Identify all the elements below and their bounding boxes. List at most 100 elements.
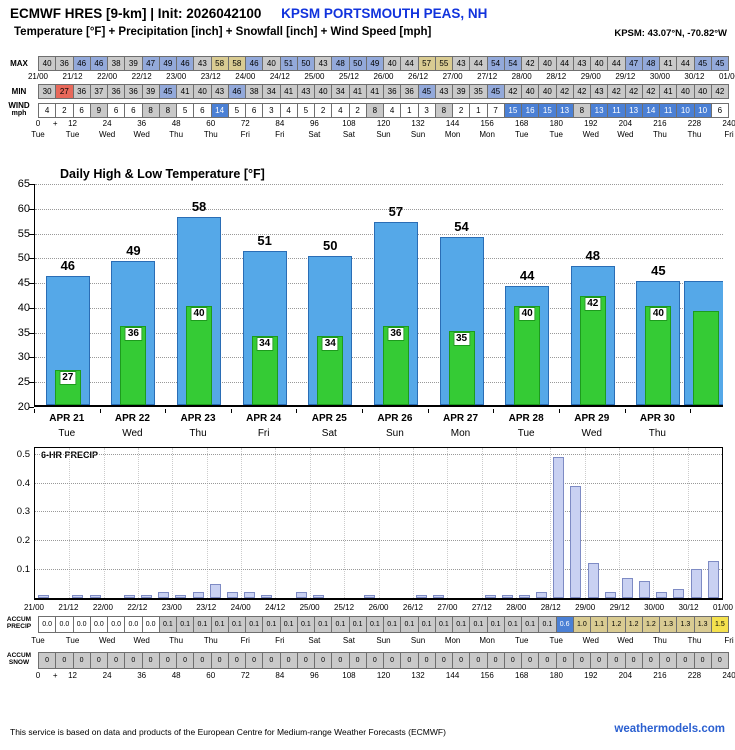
time-label: 30/00 xyxy=(649,72,670,81)
time-label: 29/12 xyxy=(615,72,636,81)
dow-label: Mon xyxy=(450,428,471,439)
max-temp-cell: 58 xyxy=(227,56,246,71)
precip-time-label: 29/00 xyxy=(575,603,596,612)
gridline-vertical xyxy=(206,448,208,598)
min-temp-cell: 45 xyxy=(417,84,436,99)
accum-precip-cell: 0.1 xyxy=(469,616,488,633)
wind-cell: 2 xyxy=(55,103,74,118)
dow-label: Tue xyxy=(517,428,535,439)
wind-cell: 5 xyxy=(227,103,246,118)
max-temp-cell: 42 xyxy=(521,56,540,71)
precip-x-axis-row: 21/00 21/12 22/00 22/12 23/00 23/12 24/00 24/12… xyxy=(24,603,733,613)
wind-cell: 13 xyxy=(555,103,574,118)
wind-cell: 8 xyxy=(434,103,453,118)
wind-cell: 10 xyxy=(693,103,712,118)
precip-bar xyxy=(226,592,238,598)
y-axis-tick xyxy=(29,307,34,309)
max-temp-cell: 45 xyxy=(693,56,712,71)
accum-snow-cell: 0 xyxy=(193,652,212,669)
wind-cell: 15 xyxy=(538,103,557,118)
min-temp-cell: 34 xyxy=(331,84,350,99)
wind-cell: 9 xyxy=(89,103,108,118)
min-temp-cell: 38 xyxy=(245,84,264,99)
low-temp-value: 40 xyxy=(190,306,208,321)
low-temp-value: 35 xyxy=(452,331,471,346)
min-temp-cell: 41 xyxy=(659,84,678,99)
accum-precip-cell: 1.3 xyxy=(659,616,678,633)
accum-precip-cell: 1.2 xyxy=(641,616,660,633)
gridline-vertical xyxy=(172,448,174,598)
max-temp-cell: 48 xyxy=(331,56,350,71)
site-link[interactable]: weathermodels.com xyxy=(614,723,725,735)
min-temp-cell: 41 xyxy=(176,84,195,99)
date-label: APR 30 xyxy=(639,413,675,424)
time-label: 21/12 xyxy=(62,72,83,81)
precip-time-label: 23/12 xyxy=(196,603,217,612)
wind-cell: 14 xyxy=(641,103,660,118)
min-temp-cell: 42 xyxy=(572,84,591,99)
accum-precip-cell: 0.1 xyxy=(383,616,402,633)
max-temp-cell: 58 xyxy=(210,56,229,71)
precip-time-label: 26/12 xyxy=(402,603,423,612)
hour-label: 48 xyxy=(171,671,181,680)
accum-snow-cell: 0 xyxy=(107,652,126,669)
header: ECMWF HRES [9-km] | Init: 2026042100 KPS… xyxy=(10,6,487,21)
hour-label: + xyxy=(52,119,58,128)
min-temp-cell: 30 xyxy=(38,84,57,99)
date-label: APR 22 xyxy=(114,413,150,424)
precip-bar xyxy=(587,563,599,598)
accum-snow-cell: 0 xyxy=(590,652,609,669)
model-title: ECMWF HRES [9-km] | Init: 2026042100 xyxy=(10,6,262,21)
max-temp-cell: 44 xyxy=(607,56,626,71)
gridline-vertical xyxy=(687,448,689,598)
gridline-vertical xyxy=(550,448,552,598)
accum-precip-cell: 0.1 xyxy=(434,616,453,633)
gridline xyxy=(35,184,723,185)
time-label: 30/12 xyxy=(684,72,705,81)
y-axis-tick xyxy=(29,332,34,334)
hour-label: 96 xyxy=(309,119,319,128)
day-label: Sat xyxy=(342,636,355,645)
accum-snow-cell: 0 xyxy=(434,652,453,669)
y-axis-label: 65 xyxy=(17,178,30,190)
day-label: Thu xyxy=(652,130,667,139)
day-label: Sun xyxy=(410,130,426,139)
max-temp-cell: 49 xyxy=(158,56,177,71)
day-label: Sun xyxy=(410,636,426,645)
hour-label: 180 xyxy=(549,119,563,128)
wind-cell: 6 xyxy=(107,103,126,118)
low-temp-value: 40 xyxy=(518,306,536,321)
hour-label: 168 xyxy=(515,671,529,680)
accum-precip-cell: 0.1 xyxy=(400,616,419,633)
precip-bar xyxy=(484,595,496,598)
day-label: Thu xyxy=(203,636,218,645)
time-label: 25/12 xyxy=(338,72,359,81)
accum-precip-label: ACCUM PRECIP xyxy=(1,616,37,630)
hour-label: 168 xyxy=(515,119,529,128)
low-temp-value: 34 xyxy=(256,336,274,351)
max-temp-cell: 50 xyxy=(296,56,315,71)
time-label: 25/00 xyxy=(304,72,325,81)
hour-label: 24 xyxy=(102,671,112,680)
date-label: APR 25 xyxy=(311,413,347,424)
low-temp-bar xyxy=(579,295,606,405)
accum-precip-cell: 0.1 xyxy=(314,616,333,633)
precip-bar xyxy=(312,595,324,598)
precip-time-label: 30/12 xyxy=(678,603,699,612)
accum-snow-cell: 0 xyxy=(89,652,108,669)
hour-label: 84 xyxy=(275,119,285,128)
precip-bar xyxy=(175,595,187,598)
station-coords: KPSM: 43.07°N, -70.82°W xyxy=(614,28,727,39)
gridline-vertical xyxy=(138,448,140,598)
station-name[interactable]: KPSM PORTSMOUTH PEAS, NH xyxy=(281,6,488,21)
accum-snow-cell: 0 xyxy=(176,652,195,669)
wind-cell: 2 xyxy=(452,103,471,118)
day-label: Thu xyxy=(203,130,218,139)
day-label: Mon xyxy=(479,130,495,139)
accum-snow-cell: 0 xyxy=(659,652,678,669)
day-label: Sun xyxy=(376,130,391,139)
precip-bar xyxy=(501,595,513,598)
accum-snow-cell: 0 xyxy=(331,652,350,669)
accum-precip-cell: 0.1 xyxy=(245,616,264,633)
